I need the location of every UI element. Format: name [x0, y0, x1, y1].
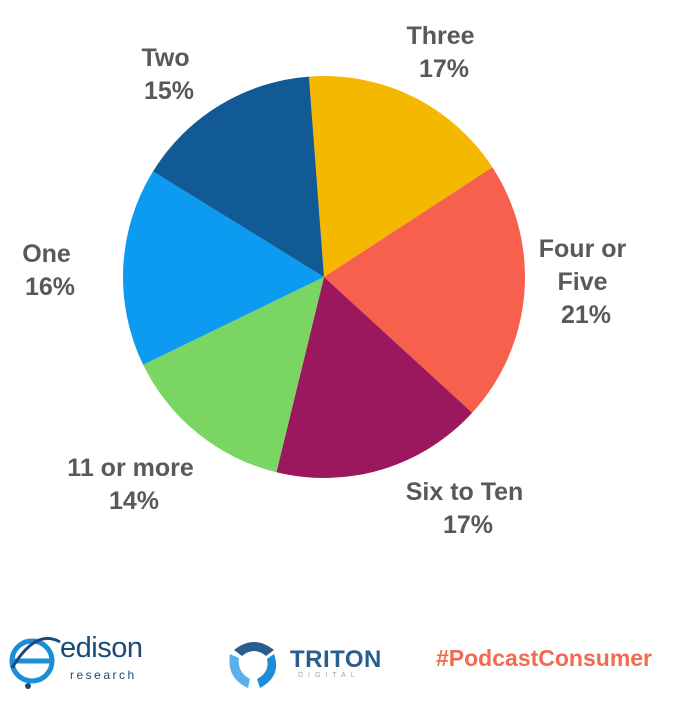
triton-wordmark: TRITON	[290, 646, 382, 673]
triton-swirl-icon	[229, 642, 277, 688]
slice-label-three: Three 17%	[406, 22, 481, 83]
slice-label-11-or-more: 11 or more 14%	[67, 454, 200, 515]
edison-subtitle: research	[70, 668, 137, 682]
hashtag-text: #PodcastConsumer	[436, 645, 653, 671]
slice-label-four-or-five: Four or Five 21%	[539, 235, 633, 329]
label-line-1: Four or	[539, 235, 627, 263]
pie-slice-11-or-more	[143, 277, 324, 473]
pie-slice-one	[123, 171, 324, 365]
pie-slice-three	[308, 76, 493, 277]
label-line-2: Five	[558, 268, 608, 296]
slice-label-one: One 16%	[22, 240, 78, 301]
triton-digital-logo: TRITON DIGITAL	[224, 632, 384, 692]
edison-e-icon	[9, 636, 61, 689]
edison-research-logo: edison research	[6, 628, 156, 694]
edison-wordmark: edison	[60, 632, 143, 664]
pie-slice-six-to-ten	[276, 277, 473, 478]
pie-slices	[123, 76, 525, 478]
triton-subtitle: DIGITAL	[298, 672, 360, 679]
pie-slice-four-or-five	[324, 167, 525, 413]
pie-chart: Three 17% Four or Five 21% Six to Ten 17…	[22, 22, 633, 539]
slice-label-six-to-ten: Six to Ten 17%	[406, 478, 531, 539]
slice-label-two: Two 15%	[141, 44, 196, 105]
pie-slice-two	[152, 76, 324, 277]
